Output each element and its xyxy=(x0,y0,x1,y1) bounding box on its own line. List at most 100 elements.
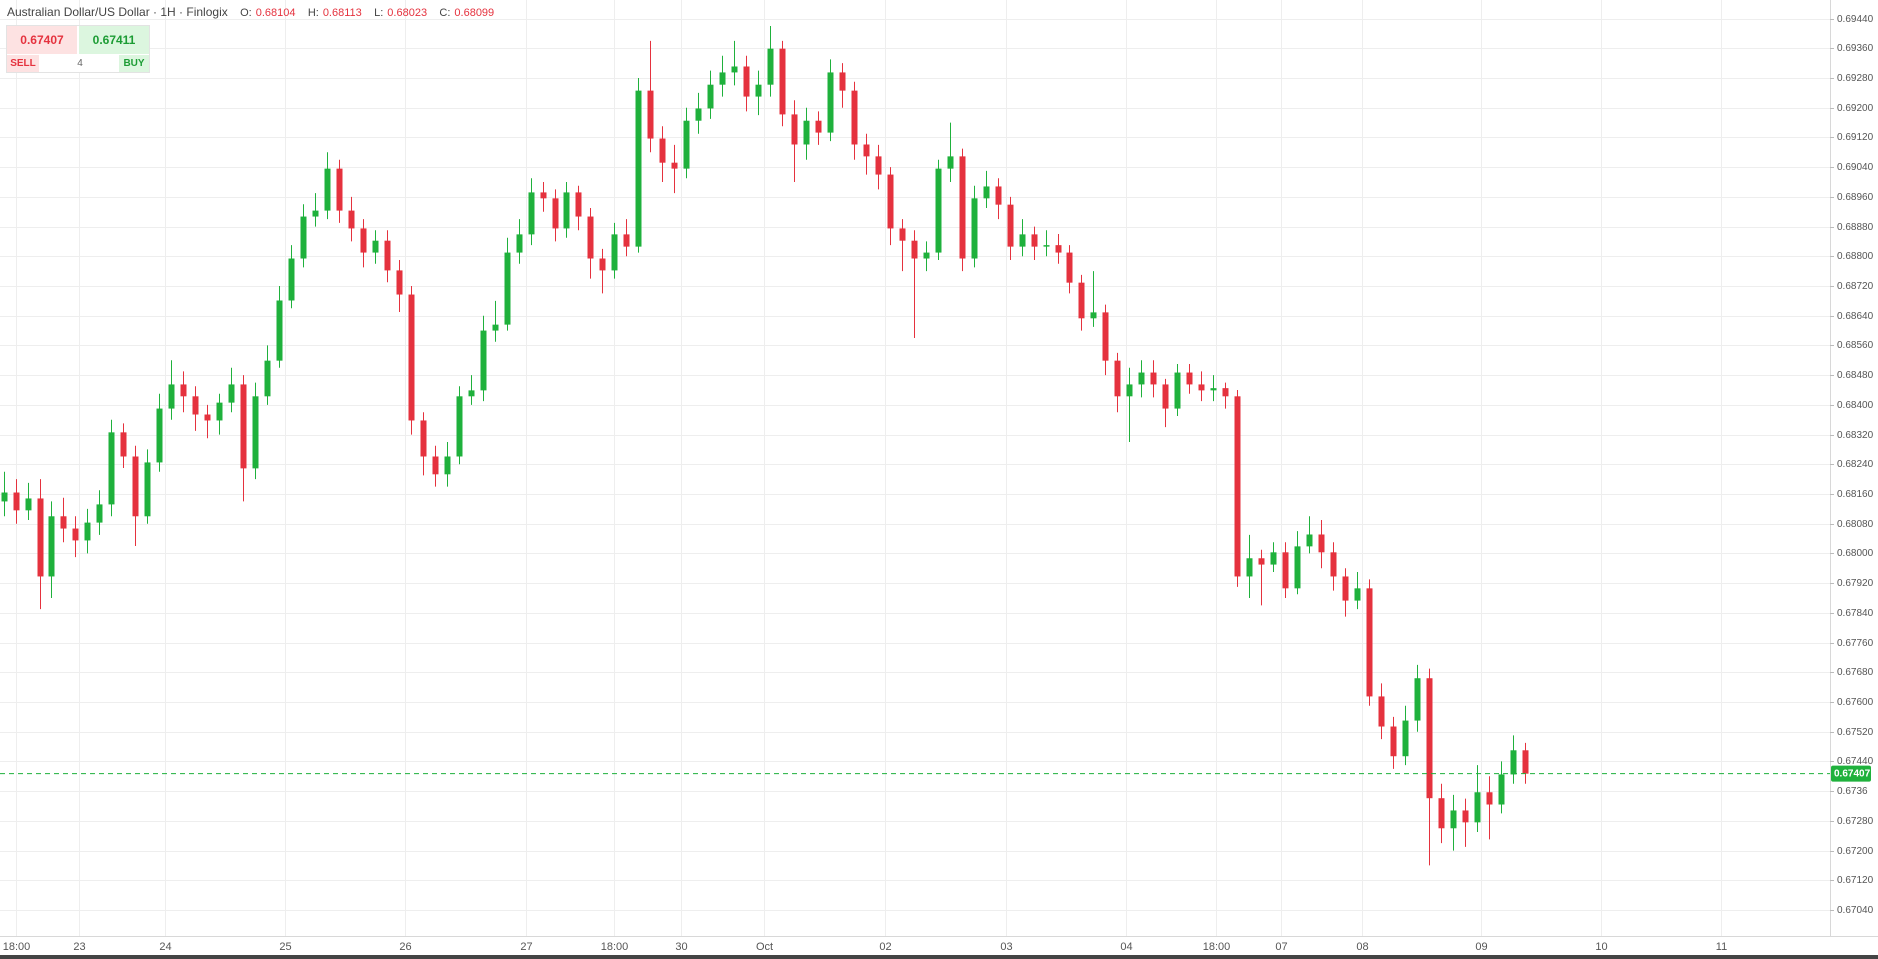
candle-body xyxy=(48,516,55,577)
candle-body xyxy=(863,144,870,157)
y-tick-label: 0.69200 xyxy=(1837,103,1874,114)
candle-body xyxy=(983,186,990,199)
candle-body xyxy=(96,504,103,523)
candle-body xyxy=(1342,576,1349,601)
y-tick-label: 0.67920 xyxy=(1837,578,1874,589)
x-tick-label: 04 xyxy=(1120,941,1132,953)
x-tick-label: 18:00 xyxy=(601,941,629,953)
candle-body xyxy=(899,228,906,241)
candle-body xyxy=(839,72,846,91)
candle-body xyxy=(1498,774,1505,805)
candle-body xyxy=(1234,396,1241,577)
buy-button[interactable]: BUY xyxy=(119,55,149,72)
buy-price[interactable]: 0.67411 xyxy=(79,26,149,54)
ohlc-value: 0.68104 xyxy=(255,7,296,19)
y-tick-label: 0.69360 xyxy=(1837,43,1874,54)
quantity-input[interactable]: 4 xyxy=(77,58,83,69)
current-price-box xyxy=(1831,765,1871,782)
y-tick-label: 0.67600 xyxy=(1837,697,1874,708)
candle-body xyxy=(1090,312,1097,319)
candle-body xyxy=(719,72,726,85)
x-tick-label: Oct xyxy=(756,941,773,953)
ohlc-value: 0.68113 xyxy=(322,7,362,19)
candle-body xyxy=(1,492,8,502)
candle-body xyxy=(216,402,223,421)
candle-body xyxy=(815,120,822,133)
candle-body xyxy=(37,498,44,577)
candle-body xyxy=(168,384,175,409)
candle-body xyxy=(384,240,391,271)
candle-body xyxy=(1102,312,1109,361)
candle-body xyxy=(276,300,283,361)
candle-body xyxy=(120,432,127,457)
y-tick-label: 0.68480 xyxy=(1837,370,1874,381)
y-tick-label: 0.69120 xyxy=(1837,132,1874,143)
scrollbar[interactable] xyxy=(0,955,1878,959)
candle-body xyxy=(1198,384,1205,391)
candle-body xyxy=(947,156,954,169)
candle-body xyxy=(144,462,151,517)
candle-body xyxy=(300,216,307,259)
y-tick-label: 0.68560 xyxy=(1837,340,1874,351)
candle-body xyxy=(683,120,690,169)
candle-body xyxy=(923,252,930,259)
candle-body xyxy=(827,72,834,133)
sell-button[interactable]: SELL xyxy=(7,55,39,72)
candle-body xyxy=(1066,252,1073,283)
candle-body xyxy=(240,384,247,469)
sell-price[interactable]: 0.67407 xyxy=(7,26,77,54)
candle-body xyxy=(468,390,475,397)
candle-body xyxy=(480,330,487,391)
y-tick-label: 0.67200 xyxy=(1837,846,1874,857)
candle-body xyxy=(935,168,942,253)
y-tick-label: 0.68080 xyxy=(1837,519,1874,530)
y-tick-label: 0.67840 xyxy=(1837,608,1874,619)
candle-body xyxy=(1366,588,1373,697)
candle-body xyxy=(1031,234,1038,247)
candle-body xyxy=(1043,245,1050,247)
y-tick-label: 0.69040 xyxy=(1837,162,1874,173)
candle-body xyxy=(995,186,1002,205)
candle-body xyxy=(552,198,559,229)
candle-body xyxy=(348,210,355,229)
candle-body xyxy=(887,174,894,229)
candle-body xyxy=(324,168,331,211)
candle-body xyxy=(1450,810,1457,829)
candle-body xyxy=(1114,360,1121,397)
candle-body xyxy=(1306,534,1313,547)
candle-body xyxy=(1414,678,1421,721)
y-tick-label: 0.68880 xyxy=(1837,222,1874,233)
ohlc-key: H: xyxy=(307,7,319,19)
candle-body xyxy=(623,234,630,247)
x-tick-label: 18:00 xyxy=(3,941,31,953)
x-tick-label: 26 xyxy=(399,941,411,953)
candle-body xyxy=(228,384,235,403)
ohlc-key: L: xyxy=(374,7,384,19)
y-tick-label: 0.67040 xyxy=(1837,905,1874,916)
candle-body xyxy=(1055,245,1062,253)
candle-body xyxy=(360,228,367,253)
candle-body xyxy=(1294,546,1301,589)
candle-body xyxy=(1486,792,1493,805)
candle-body xyxy=(1246,558,1253,577)
candle-body xyxy=(1150,372,1157,385)
candle-body xyxy=(1390,726,1397,757)
ohlc-value: 0.68099 xyxy=(454,7,495,19)
candle-body xyxy=(420,420,427,457)
candle-body xyxy=(1438,798,1445,829)
candle-body xyxy=(1162,384,1169,409)
candle-body xyxy=(1270,552,1277,565)
candle-body xyxy=(659,138,666,163)
ohlc-key: C: xyxy=(439,7,451,19)
candle-body xyxy=(1078,282,1085,319)
ohlc: O: 0.68104 H: 0.68113 L: 0.68023 C: 0.68099 xyxy=(231,5,494,19)
y-tick-label: 0.67440 xyxy=(1837,756,1874,767)
candle-body xyxy=(264,360,271,397)
candle-body xyxy=(1007,204,1014,247)
candle-body xyxy=(1126,384,1133,397)
y-tick-label: 0.68400 xyxy=(1837,400,1874,411)
y-tick-label: 0.68160 xyxy=(1837,489,1874,500)
